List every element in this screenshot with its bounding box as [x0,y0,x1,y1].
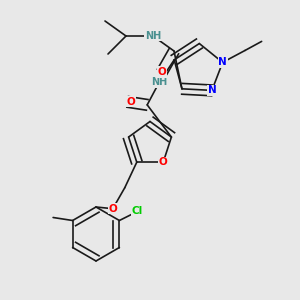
Text: O: O [126,97,135,107]
Text: N: N [208,85,216,95]
Text: O: O [108,204,117,214]
Text: O: O [158,67,166,77]
Text: NH: NH [145,31,161,41]
Text: N: N [218,57,227,68]
Text: NH: NH [151,77,167,87]
Text: Cl: Cl [132,206,143,217]
Text: O: O [159,157,168,167]
